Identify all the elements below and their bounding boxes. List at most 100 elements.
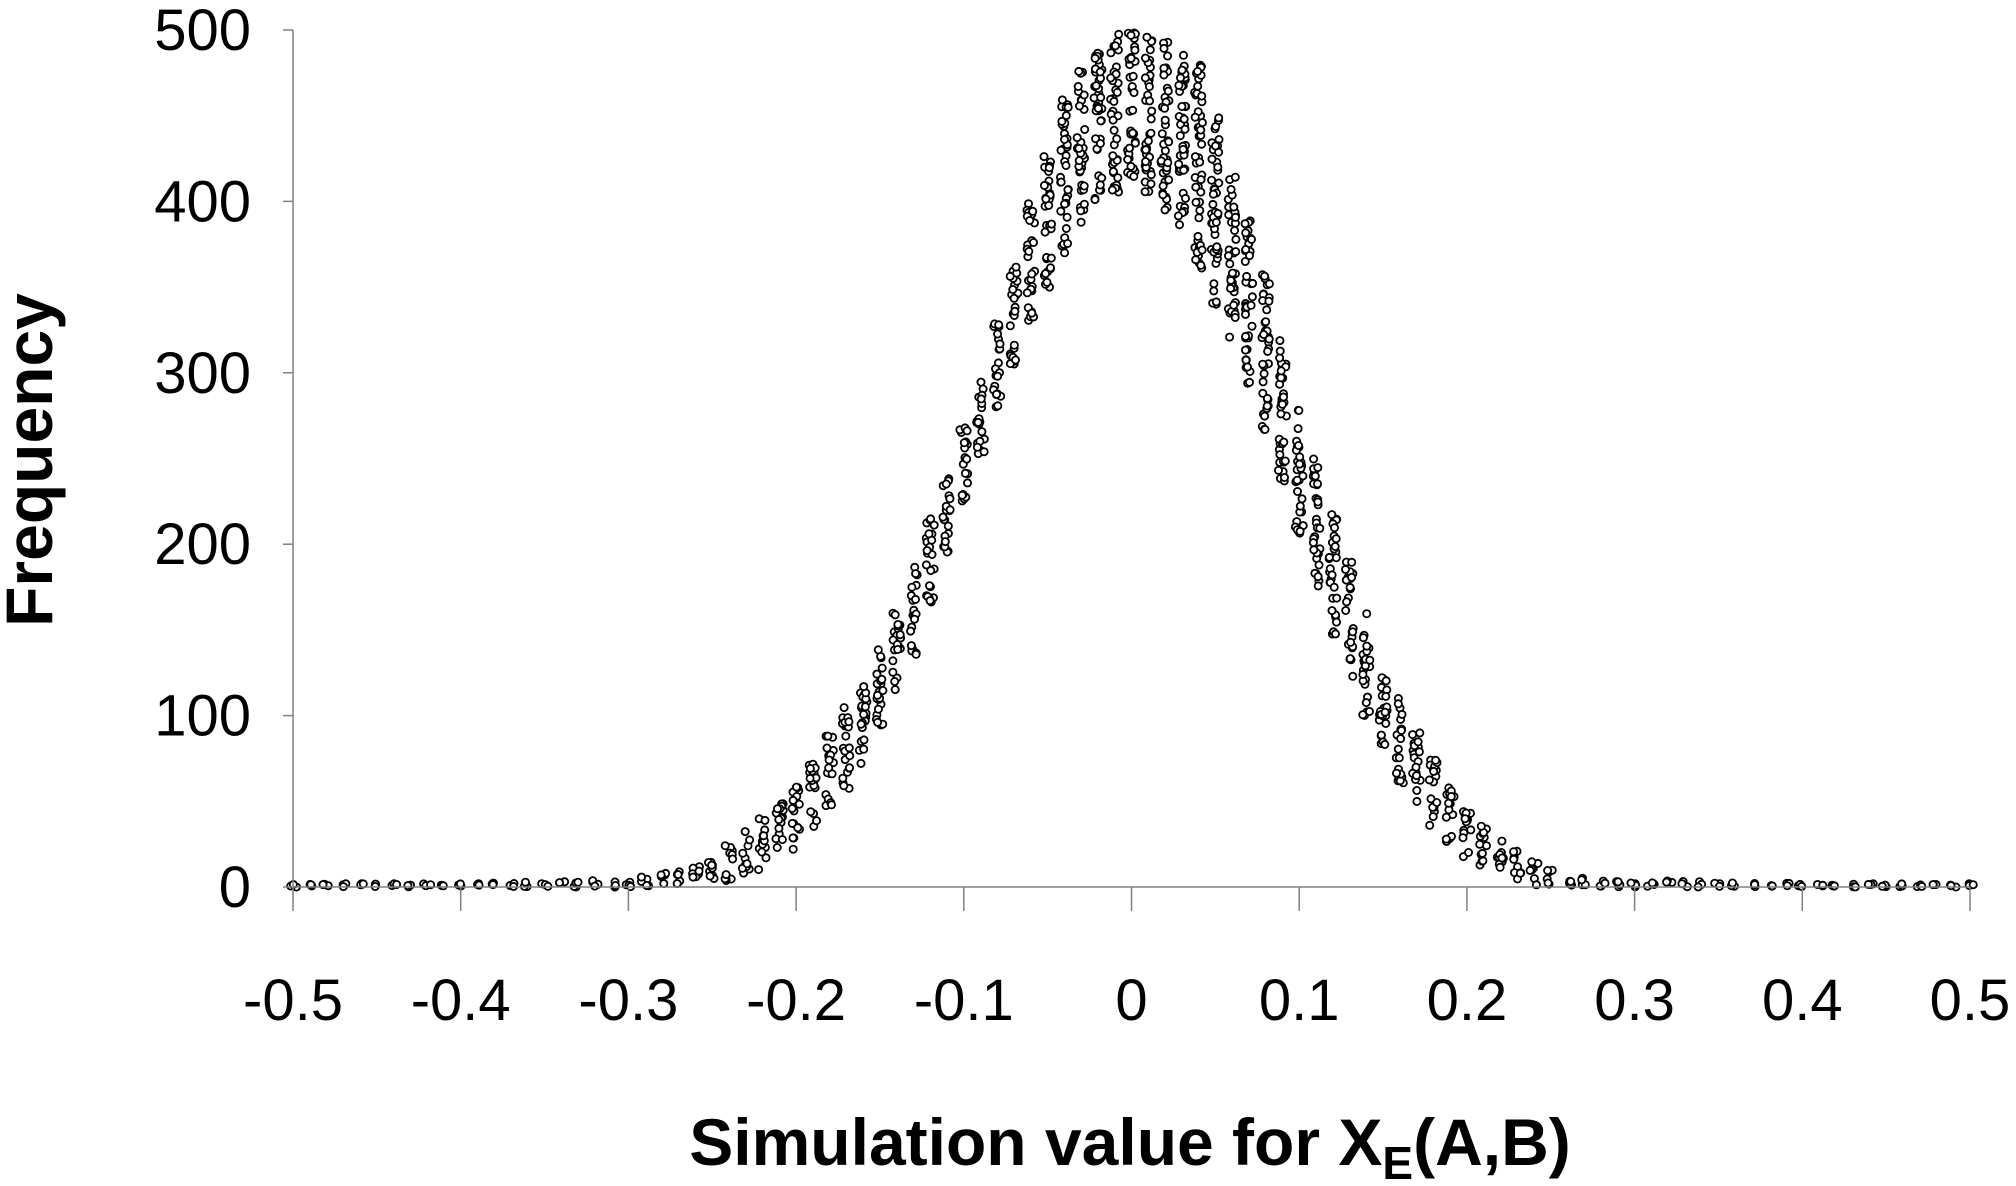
data-point bbox=[1280, 472, 1290, 482]
data-point bbox=[1381, 691, 1391, 701]
data-point bbox=[993, 371, 1003, 381]
data-point bbox=[1022, 288, 1032, 298]
data-point bbox=[1295, 459, 1305, 469]
data-point bbox=[1327, 510, 1337, 520]
data-point bbox=[1073, 82, 1083, 92]
data-point bbox=[1144, 82, 1154, 92]
data-point bbox=[673, 870, 683, 880]
data-point bbox=[760, 815, 770, 825]
data-point bbox=[1158, 190, 1168, 200]
data-point bbox=[1863, 879, 1873, 889]
data-point bbox=[827, 800, 837, 810]
data-point bbox=[1208, 189, 1218, 199]
data-point bbox=[812, 816, 822, 826]
data-point bbox=[1145, 45, 1155, 55]
data-point bbox=[1613, 877, 1623, 887]
data-point bbox=[1393, 699, 1403, 709]
data-point bbox=[1294, 405, 1304, 415]
data-point bbox=[745, 835, 755, 845]
data-point bbox=[1211, 217, 1221, 227]
data-point bbox=[1475, 839, 1485, 849]
data-point bbox=[738, 848, 748, 858]
data-point bbox=[839, 781, 849, 791]
data-point bbox=[1241, 244, 1251, 254]
data-point bbox=[1191, 197, 1201, 207]
data-point bbox=[1458, 833, 1468, 843]
data-point bbox=[962, 426, 972, 436]
data-point bbox=[1005, 271, 1015, 281]
data-point bbox=[845, 763, 855, 773]
data-point bbox=[1225, 259, 1235, 269]
data-point bbox=[907, 582, 917, 592]
data-point bbox=[859, 744, 869, 754]
y-tick-label: 0 bbox=[219, 855, 251, 920]
data-point bbox=[922, 546, 932, 556]
data-point bbox=[1010, 306, 1020, 316]
data-point bbox=[1263, 346, 1273, 356]
data-point bbox=[1096, 92, 1106, 102]
data-point bbox=[1231, 247, 1241, 257]
data-point bbox=[1196, 175, 1206, 185]
data-point bbox=[1226, 283, 1236, 293]
data-point bbox=[1179, 50, 1189, 60]
data-point bbox=[1242, 271, 1252, 281]
data-point bbox=[1295, 501, 1305, 511]
data-point bbox=[1393, 744, 1403, 754]
data-point bbox=[1096, 116, 1106, 126]
data-point bbox=[1146, 170, 1156, 180]
data-point bbox=[1213, 162, 1223, 172]
data-point bbox=[1211, 141, 1221, 151]
data-point bbox=[438, 881, 448, 891]
data-point bbox=[1259, 329, 1269, 339]
data-point bbox=[890, 610, 900, 620]
data-point bbox=[794, 799, 804, 809]
data-point bbox=[1140, 187, 1150, 197]
data-point bbox=[1412, 796, 1422, 806]
data-point bbox=[707, 860, 717, 870]
data-point bbox=[1141, 145, 1151, 155]
data-point bbox=[773, 804, 783, 814]
data-point bbox=[761, 853, 771, 863]
data-point bbox=[1212, 242, 1222, 252]
data-point bbox=[1160, 103, 1170, 113]
data-point bbox=[911, 569, 921, 579]
data-point bbox=[1027, 308, 1037, 318]
data-point bbox=[1647, 878, 1657, 888]
data-point bbox=[1247, 234, 1257, 244]
data-point bbox=[1543, 866, 1553, 876]
data-point bbox=[1095, 67, 1105, 77]
data-point bbox=[1358, 633, 1368, 643]
data-point bbox=[1163, 158, 1173, 168]
data-point bbox=[1313, 463, 1323, 473]
data-point bbox=[962, 454, 972, 464]
data-point bbox=[1112, 87, 1122, 97]
data-point bbox=[925, 581, 935, 591]
data-point bbox=[1293, 424, 1303, 434]
data-point bbox=[788, 795, 798, 805]
data-point bbox=[1159, 43, 1169, 53]
data-point bbox=[1332, 617, 1342, 627]
data-point bbox=[1197, 139, 1207, 149]
x-tick-label: -0.3 bbox=[578, 968, 678, 1033]
data-point bbox=[1095, 138, 1105, 148]
data-point bbox=[1128, 105, 1138, 115]
data-point bbox=[1041, 269, 1051, 279]
data-point bbox=[963, 478, 973, 488]
data-point bbox=[1125, 143, 1135, 153]
data-point bbox=[911, 594, 921, 604]
data-point bbox=[1041, 194, 1051, 204]
y-axis-ticks: 0 100 200 300 400 500 bbox=[154, 0, 293, 920]
data-point bbox=[1063, 185, 1073, 195]
data-point bbox=[1224, 251, 1234, 261]
data-point bbox=[1229, 300, 1239, 310]
data-point bbox=[1279, 392, 1289, 402]
data-point bbox=[1195, 157, 1205, 167]
data-point bbox=[1130, 138, 1140, 148]
data-point bbox=[1309, 545, 1319, 555]
data-point bbox=[1090, 195, 1100, 205]
data-point bbox=[1011, 355, 1021, 365]
data-point bbox=[979, 447, 989, 457]
data-point bbox=[1207, 154, 1217, 164]
data-point bbox=[1294, 440, 1304, 450]
data-point bbox=[1214, 113, 1224, 123]
